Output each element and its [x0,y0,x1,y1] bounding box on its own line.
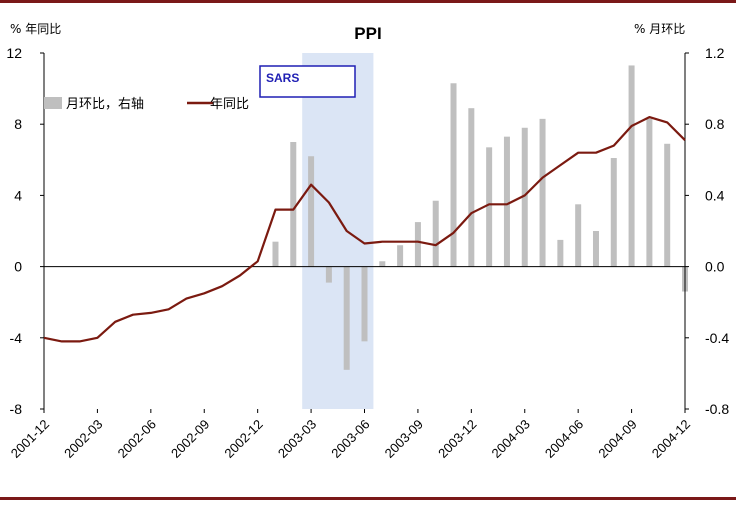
right-tick-label: 0.8 [705,116,725,132]
bar-2004-06 [575,204,582,267]
right-tick-label: 0.4 [705,187,725,203]
right-tick-label: -0.4 [705,330,729,346]
bar-2004-10 [646,118,653,267]
bar-2003-11 [450,83,457,267]
left-tick-label: -4 [10,330,23,346]
x-tick-label: 2003-09 [382,417,426,461]
x-tick-label: 2004-06 [542,417,586,461]
x-tick-label: 2004-03 [489,417,533,461]
x-tick-label: 2002-12 [221,417,265,461]
bar-2003-10 [432,200,439,267]
bar-2004-09 [628,65,635,267]
x-tick-label: 2004-09 [595,417,639,461]
bar-2003-08 [397,245,404,267]
bar-2004-08 [610,158,617,267]
x-tick-label: 2004-12 [649,417,693,461]
legend-label-line: 年同比 [210,97,249,112]
bar-2003-01 [272,241,279,267]
x-tick-label: 2003-12 [435,417,479,461]
legend: 月环比，右轴 年同比 [44,97,249,112]
bar-2003-04 [325,266,332,283]
top-border [0,0,736,3]
bar-2004-03 [521,127,528,267]
bar-2004-02 [503,136,510,267]
bottom-border [0,497,736,500]
bar-2003-07 [379,261,386,267]
sars-label: SARS [266,71,299,85]
line-yoy [43,115,686,343]
line-series-layer [43,115,686,343]
bar-2003-06 [361,266,368,342]
x-tick-label: 2002-06 [115,417,159,461]
bar-2004-05 [557,239,564,267]
right-axis-unit: % 月环比 [634,22,685,36]
sars-highlight-layer: SARS [259,53,374,409]
x-tick-label: 2003-03 [275,417,319,461]
legend-swatch-bar [44,97,62,109]
bar-2004-11 [664,143,671,267]
bar-2003-02 [290,142,297,267]
left-tick-label: 0 [14,259,22,275]
left-axis-unit: % 年同比 [10,22,61,36]
left-tick-label: 8 [14,116,22,132]
axes-layer [40,52,689,413]
bar-2003-03 [308,156,315,267]
legend-label-bar: 月环比，右轴 [66,97,144,112]
bar-2003-05 [343,266,350,370]
right-tick-label: 0.0 [705,259,725,275]
bar-2003-12 [468,108,475,267]
bar-2004-07 [592,231,599,267]
right-tick-label: 1.2 [705,45,725,61]
x-tick-label: 2002-09 [168,417,212,461]
left-tick-label: -8 [10,401,23,417]
x-tick-label: 2001-12 [8,417,52,461]
x-tick-label: 2002-03 [61,417,105,461]
x-tick-label: 2003-06 [328,417,372,461]
bar-2003-09 [414,222,421,267]
left-tick-label: 12 [6,45,22,61]
sars-label-box [259,65,356,98]
bar-2004-01 [486,147,493,267]
bar-2004-04 [539,118,546,267]
left-tick-label: 4 [14,187,22,203]
right-tick-label: -0.8 [705,401,729,417]
bar-series-layer [272,65,688,370]
chart-title: PPI [354,24,381,43]
